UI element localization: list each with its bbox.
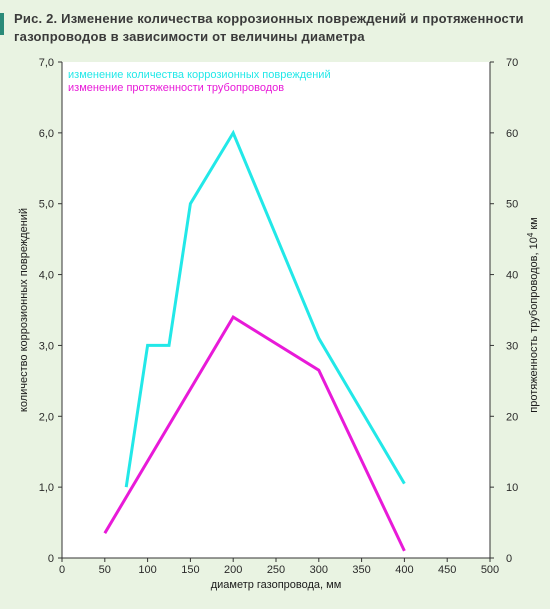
y-right-tick-label: 10 (506, 482, 518, 494)
x-tick-label: 50 (99, 564, 111, 576)
y-right-tick-label: 40 (506, 270, 518, 282)
title-accent-bar (0, 13, 4, 35)
y-left-tick-label: 5,0 (39, 199, 54, 211)
y-right-tick-label: 20 (506, 411, 518, 423)
x-tick-label: 200 (224, 564, 242, 576)
plot-area (62, 62, 490, 558)
y-left-tick-label: 1,0 (39, 482, 54, 494)
y-left-tick-label: 2,0 (39, 411, 54, 423)
y-axis-right-label: протяженность трубопроводов, 104 км (526, 217, 541, 413)
x-axis-label: диаметр газопровода, мм (211, 579, 342, 591)
y-axis-right-label-main: протяженность трубопроводов, 10 (528, 237, 540, 413)
y-left-tick-label: 7,0 (39, 57, 54, 69)
figure-title-line-1: Рис. 2. Изменение количества коррозионны… (14, 11, 524, 26)
x-tick-label: 300 (310, 564, 328, 576)
y-right-tick-label: 0 (506, 553, 512, 565)
x-tick-label: 400 (395, 564, 413, 576)
y-left-tick-label: 0 (48, 553, 54, 565)
y-right-tick-label: 30 (506, 340, 518, 352)
x-tick-label: 150 (181, 564, 199, 576)
y-right-tick-label: 70 (506, 57, 518, 69)
x-tick-label: 100 (138, 564, 156, 576)
x-tick-label: 500 (481, 564, 499, 576)
y-axis-right-label-unit: км (528, 217, 540, 232)
y-axis-right-label-superscript: 4 (526, 232, 535, 237)
y-right-tick-label: 60 (506, 128, 518, 140)
legend-entry-1: изменение протяженности трубопроводов (68, 82, 284, 94)
x-tick-label: 250 (267, 564, 285, 576)
y-left-tick-label: 3,0 (39, 340, 54, 352)
x-tick-label: 0 (59, 564, 65, 576)
figure-title-line-2: газопроводов в зависимости от величины д… (14, 29, 365, 44)
y-axis-left-label: количество коррозионных повреждений (18, 208, 30, 412)
series-line-1 (103, 315, 406, 552)
y-right-tick-label: 50 (506, 199, 518, 211)
y-left-tick-label: 6,0 (39, 128, 54, 140)
x-tick-label: 350 (352, 564, 370, 576)
legend-entry-0: изменение количества коррозионных повреж… (68, 69, 331, 81)
x-tick-label: 450 (438, 564, 456, 576)
figure-title: Рис. 2. Изменение количества коррозионны… (14, 10, 534, 46)
series-line-0 (124, 129, 406, 488)
y-left-tick-label: 4,0 (39, 270, 54, 282)
